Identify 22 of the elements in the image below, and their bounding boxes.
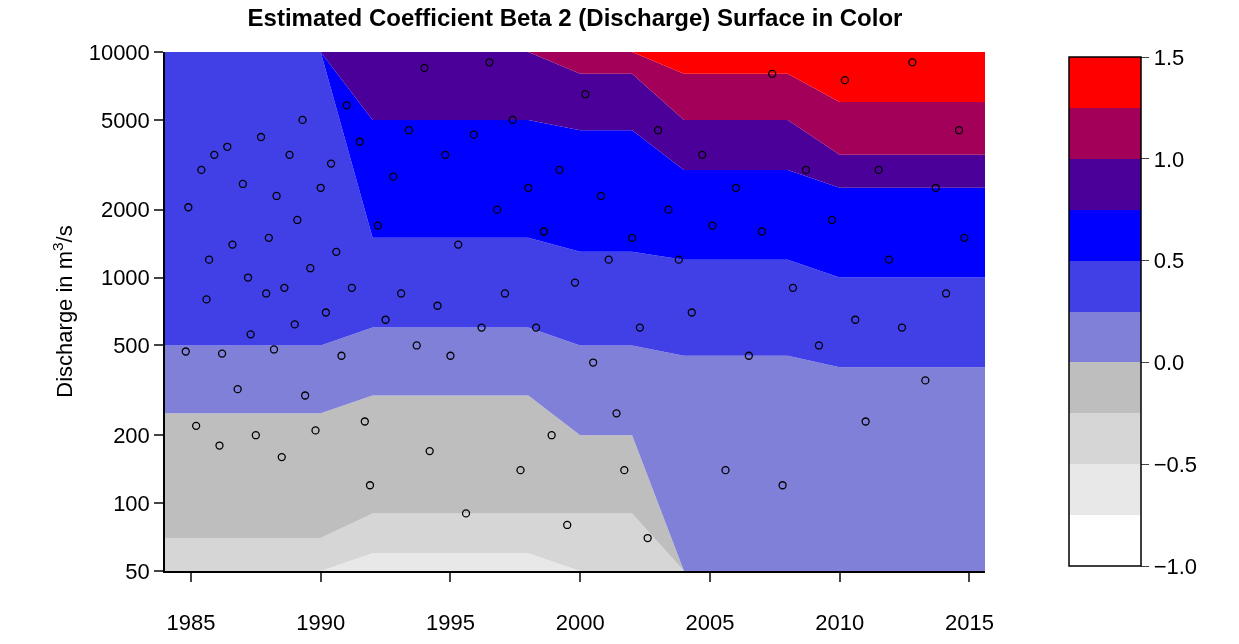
y-tick-label: 10000 <box>88 39 150 65</box>
x-tick-label: 1995 <box>425 610 475 636</box>
color-bar-label: 1.0 <box>1153 146 1185 172</box>
y-tick-label: 1000 <box>100 265 150 291</box>
x-tick-label: 1990 <box>296 610 346 636</box>
y-tick-label: 50 <box>125 558 150 584</box>
y-tick-label: 2000 <box>100 197 150 223</box>
x-tick-label: 2005 <box>685 610 735 636</box>
x-tick-label: 2000 <box>555 610 605 636</box>
color-bar-label: 1.5 <box>1153 44 1185 70</box>
y-tick-label: 100 <box>113 490 150 516</box>
x-tick-label: 2010 <box>815 610 865 636</box>
chart-title: Estimated Coefficient Beta 2 (Discharge) Surface in Color <box>247 4 903 32</box>
y-tick-label: 500 <box>113 333 150 359</box>
color-bar-label: 0.0 <box>1153 350 1185 376</box>
x-tick-label: 1985 <box>166 610 216 636</box>
y-tick-label: 5000 <box>100 107 150 133</box>
x-tick-label: 2015 <box>944 610 994 636</box>
color-bar-label: −0.5 <box>1153 451 1198 477</box>
color-bar-label: 0.5 <box>1153 248 1185 274</box>
y-tick-label: 200 <box>113 422 150 448</box>
color-bar-label: −1.0 <box>1153 553 1198 579</box>
